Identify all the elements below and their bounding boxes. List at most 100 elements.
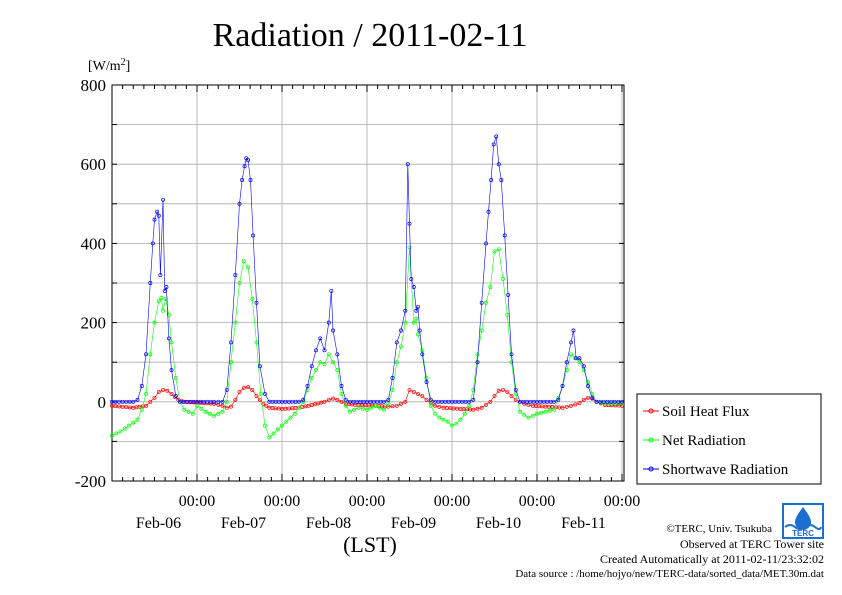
data-point <box>414 308 419 313</box>
data-point <box>335 352 340 357</box>
data-point <box>620 403 624 408</box>
data-point <box>620 401 624 406</box>
data-point <box>152 320 157 325</box>
data-point <box>471 407 476 412</box>
data-point <box>445 419 450 424</box>
data-point <box>314 348 318 353</box>
x-tick-date-label: Feb-08 <box>306 515 351 532</box>
data-point <box>420 352 425 357</box>
data-point <box>581 364 586 369</box>
data-point <box>509 352 514 357</box>
data-point <box>386 397 391 402</box>
data-point <box>271 431 276 436</box>
data-point <box>522 401 527 406</box>
data-point <box>220 399 225 404</box>
data-point <box>169 391 174 396</box>
data-point <box>326 352 331 357</box>
data-point <box>479 300 484 305</box>
data-point <box>373 403 378 408</box>
data-point <box>526 402 531 407</box>
data-point <box>148 281 153 285</box>
data-point <box>212 413 216 418</box>
data-point <box>416 391 420 396</box>
x-tick-date-label: Feb-11 <box>561 515 606 532</box>
data-point <box>326 397 331 402</box>
data-point <box>552 399 556 404</box>
x-tick-time-label: 00:00 <box>264 493 300 510</box>
data-point <box>414 316 419 321</box>
data-point <box>331 396 335 401</box>
data-point <box>539 410 544 415</box>
data-point <box>216 399 221 404</box>
data-point <box>420 393 425 398</box>
data-point <box>343 397 348 402</box>
data-point <box>433 403 437 408</box>
data-point <box>267 435 272 440</box>
x-tick-date-label: Feb-06 <box>136 515 181 532</box>
data-point <box>489 178 494 182</box>
data-point <box>390 404 395 409</box>
data-point <box>475 352 480 357</box>
data-point <box>403 308 408 313</box>
data-point <box>331 360 335 365</box>
data-point <box>131 420 136 425</box>
data-point <box>152 217 157 222</box>
data-point <box>150 241 155 246</box>
data-point <box>526 415 531 420</box>
data-point <box>120 404 125 409</box>
x-axis-label: (LST) <box>343 532 397 557</box>
data-point <box>509 393 514 398</box>
data-point <box>120 399 125 404</box>
data-point <box>609 399 614 404</box>
data-point <box>331 328 335 333</box>
data-point <box>335 397 340 402</box>
data-point <box>569 403 573 408</box>
legend-swatch-marker <box>648 437 654 443</box>
data-point <box>552 407 556 412</box>
data-point <box>248 178 253 182</box>
legend-swatch-marker <box>648 466 654 472</box>
data-point <box>148 399 153 404</box>
data-point <box>441 417 446 422</box>
data-point <box>233 397 238 402</box>
data-point <box>488 285 493 289</box>
x-tick-time-label: 00:00 <box>604 493 640 510</box>
data-point <box>394 340 399 345</box>
series-shortwave-radiation <box>110 134 624 404</box>
data-point <box>166 312 171 317</box>
data-point <box>166 336 171 341</box>
legend: Soil Heat Flux Net Radiation Shortwave Rad… <box>636 393 822 485</box>
data-point <box>343 403 348 408</box>
water-drop-icon <box>795 507 811 530</box>
data-point <box>237 281 242 285</box>
data-point <box>488 399 493 404</box>
data-point <box>560 384 565 388</box>
y-axis-label: [W/m2] <box>88 57 130 75</box>
y-tick-label: 400 <box>81 234 107 253</box>
data-point <box>586 384 590 388</box>
data-point <box>530 413 535 418</box>
data-point <box>169 368 174 373</box>
data-point <box>394 403 399 408</box>
data-point <box>571 328 576 333</box>
data-point <box>352 407 357 412</box>
data-point <box>564 404 569 409</box>
data-point <box>220 403 225 408</box>
data-point <box>586 395 590 400</box>
data-point <box>156 298 161 303</box>
data-point <box>411 320 416 325</box>
data-point <box>543 409 548 414</box>
data-point <box>390 387 395 392</box>
data-point <box>428 397 433 402</box>
data-point <box>437 404 442 409</box>
data-point <box>229 404 233 409</box>
terc-logo: TERC <box>782 503 824 539</box>
data-point <box>212 399 216 404</box>
data-point <box>127 399 132 404</box>
data-point <box>399 328 403 333</box>
data-point <box>254 393 259 398</box>
data-point <box>620 399 624 404</box>
data-point <box>577 401 582 405</box>
data-point <box>471 387 476 392</box>
data-point <box>186 409 191 414</box>
